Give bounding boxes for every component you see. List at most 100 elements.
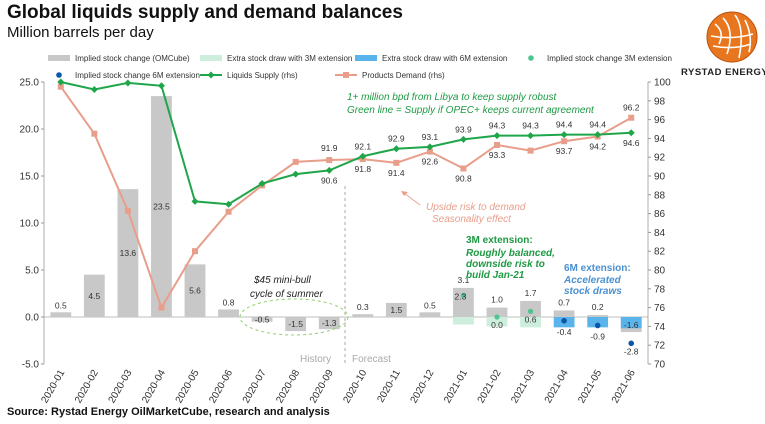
liquids-supply-point <box>57 78 65 86</box>
annotation-forecast: Forecast <box>352 354 391 365</box>
right-tick-label: 78 <box>654 284 666 295</box>
liquids-supply-point <box>191 197 199 205</box>
left-tick-label: 10.0 <box>20 219 40 230</box>
right-tick-label: 88 <box>654 190 666 201</box>
stock-change-bar <box>218 309 239 317</box>
x-tick-label: 2021-01 <box>442 368 470 406</box>
demand-data-label: 93.7 <box>556 146 573 156</box>
x-tick-label: 2020-11 <box>375 368 403 405</box>
x-tick-label: 2020-05 <box>174 368 202 406</box>
bar-data-label: 13.6 <box>120 248 137 258</box>
dot-6m-extension <box>561 317 567 324</box>
x-tick-label: 2020-12 <box>409 368 437 406</box>
annotation-bull-1: $45 mini-bull <box>253 275 311 286</box>
brand-name: RYSTAD ENERGY <box>681 67 765 78</box>
annotation-3m-line4: build Jan-21 <box>466 270 525 281</box>
products-demand-line <box>59 86 632 310</box>
stock-change-bar <box>50 312 72 317</box>
demand-data-label: 92.6 <box>422 157 439 167</box>
supply-data-label: 94.4 <box>589 120 606 130</box>
demand-data-label: 91.4 <box>388 168 405 178</box>
bar-data-label: 0.2 <box>592 302 604 312</box>
bar-data-label: 3.1 <box>458 275 470 285</box>
legend-marker <box>207 71 215 79</box>
legend-label: Implied stock change 3M extension <box>547 54 672 63</box>
annotation-6m-line2: Accelerated <box>563 275 622 286</box>
right-tick-label: 70 <box>654 360 666 371</box>
right-tick-label: 96 <box>654 115 666 126</box>
stock-change-bar <box>419 312 441 317</box>
left-tick-label: -5.0 <box>22 360 40 371</box>
annotation-6m-title: 6M extension: <box>564 263 631 274</box>
bar-data-label: 1.5 <box>390 305 402 315</box>
liquids-supply-point <box>124 79 132 87</box>
products-demand-point <box>225 208 232 215</box>
demand-data-label: 91.9 <box>321 143 338 153</box>
liquids-supply-line <box>60 81 632 206</box>
left-tick-label: 15.0 <box>20 172 40 183</box>
liquids-supply-point <box>493 132 501 140</box>
right-tick-label: 98 <box>654 96 666 107</box>
annotation-upside-1: Upside risk to demand <box>426 202 526 213</box>
annotation-3m-line3: downside risk to <box>466 259 545 270</box>
demand-data-label: 94.2 <box>589 142 606 152</box>
x-tick-label: 2020-08 <box>274 368 302 406</box>
right-tick-label: 94 <box>654 134 666 145</box>
supply-data-label: 92.1 <box>355 141 372 151</box>
x-tick-label: 2020-03 <box>107 368 135 406</box>
stock-change-bar <box>587 315 609 317</box>
upside-arrowhead <box>401 191 408 196</box>
bar-data-label: 0.8 <box>223 297 235 307</box>
upside-arrow <box>403 192 421 206</box>
supply-data-label: 93.9 <box>455 124 472 134</box>
annotation-libya: 1+ million bpd from Libya to keep supply… <box>347 92 558 103</box>
liquids-supply-point <box>157 82 165 90</box>
liquids-supply-point <box>560 131 568 139</box>
annotation-green-line: Green line = Supply if OPEC+ keeps curre… <box>347 105 595 116</box>
dot-3m-label: 0.0 <box>491 320 503 330</box>
x-tick-label: 2021-05 <box>576 368 604 406</box>
demand-data-label: 90.8 <box>455 173 472 183</box>
x-tick-label: 2020-06 <box>207 368 235 406</box>
chart-title: Global liquids supply and demand balance… <box>7 2 403 23</box>
supply-data-label: 93.1 <box>422 132 439 142</box>
demand-data-label: 96.2 <box>623 103 640 113</box>
rystad-globe-logo <box>706 11 758 63</box>
x-tick-label: 2021-06 <box>610 368 638 406</box>
legend-label: Implied stock change 6M extension <box>75 71 200 80</box>
dot-6m-extension <box>628 340 635 347</box>
dot-3m-extension <box>460 292 467 298</box>
bar-data-label: -1.3 <box>322 318 337 328</box>
x-tick-label: 2020-01 <box>39 368 67 406</box>
stock-change-bar <box>117 189 139 317</box>
products-demand-point <box>494 141 500 148</box>
right-tick-label: 82 <box>654 247 666 258</box>
legend-swatch <box>200 55 222 61</box>
source-note: Source: Rystad Energy OilMarketCube, res… <box>7 406 330 418</box>
annotation-6m-line3: stock draws <box>564 286 622 297</box>
liquids-supply-point <box>292 170 300 178</box>
products-demand-point <box>192 248 198 255</box>
products-demand-point <box>57 83 64 90</box>
demand-data-label: 91.8 <box>355 164 372 174</box>
supply-data-label: 94.3 <box>522 121 539 131</box>
bar-data-label: 1.0 <box>491 295 503 305</box>
dot-6m-label: -0.4 <box>557 327 572 337</box>
bar-data-label: 23.5 <box>153 202 170 212</box>
dot-3m-extension <box>494 314 500 320</box>
chart-subtitle: Million barrels per day <box>7 24 154 41</box>
legend-swatch <box>528 55 534 61</box>
legend-marker <box>343 72 349 78</box>
extra-draw-3m-bar <box>486 317 508 327</box>
legend-swatch <box>48 55 70 61</box>
bar-data-label: -1.6 <box>624 320 639 330</box>
left-tick-label: 5.0 <box>25 266 39 277</box>
left-tick-label: 25.0 <box>20 78 40 89</box>
right-tick-label: 90 <box>654 172 666 183</box>
bar-data-label: 0.5 <box>55 300 67 310</box>
stock-change-bar <box>318 317 340 330</box>
right-tick-label: 72 <box>654 341 666 352</box>
products-demand-point <box>527 147 534 154</box>
liquids-supply-point <box>627 129 635 137</box>
legend-swatch <box>355 55 377 61</box>
